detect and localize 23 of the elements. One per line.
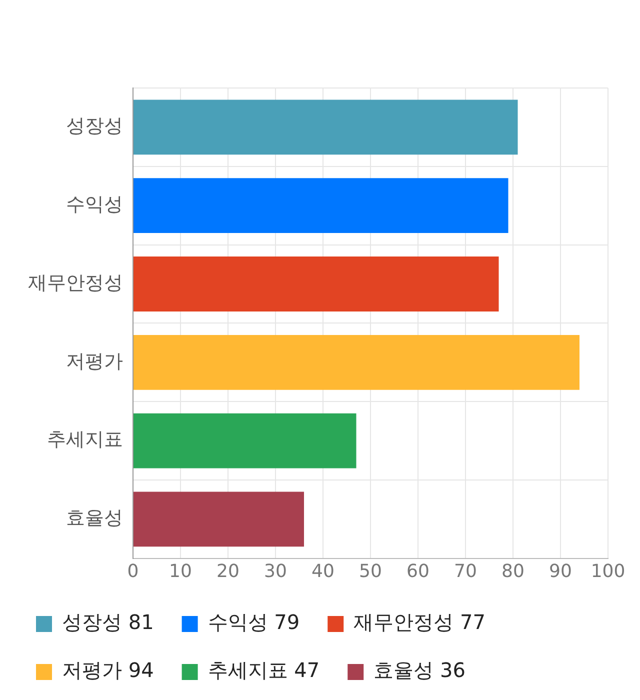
y-tick-label: 수익성 (66, 194, 123, 216)
x-tick-label: 30 (264, 560, 287, 582)
legend-label: 저평가 94 (62, 658, 154, 682)
legend-label: 추세지표 47 (208, 658, 320, 682)
x-tick-label: 90 (549, 560, 572, 582)
x-tick-label: 0 (127, 560, 139, 582)
x-tick-label: 100 (590, 560, 626, 582)
legend-label: 재무안정성 77 (354, 610, 486, 634)
x-tick-label: 40 (312, 560, 334, 582)
legend-label: 수익성 79 (208, 610, 300, 634)
x-tick-label: 60 (406, 560, 430, 582)
legend-label: 성장성 81 (62, 610, 154, 634)
y-tick-label: 성장성 (66, 115, 123, 138)
x-tick-label: 80 (502, 560, 524, 582)
x-tick-label: 70 (454, 560, 477, 582)
y-tick-label: 재무안정성 (28, 272, 123, 294)
legend-label: 효율성 36 (374, 658, 466, 682)
y-tick-label: 저평가 (66, 350, 123, 372)
y-tick-label: 효율성 (66, 507, 123, 530)
x-tick-label: 50 (359, 560, 382, 582)
y-tick-label: 추세지표 (47, 428, 123, 451)
x-tick-label: 20 (216, 560, 240, 582)
x-tick-label: 10 (169, 560, 192, 582)
